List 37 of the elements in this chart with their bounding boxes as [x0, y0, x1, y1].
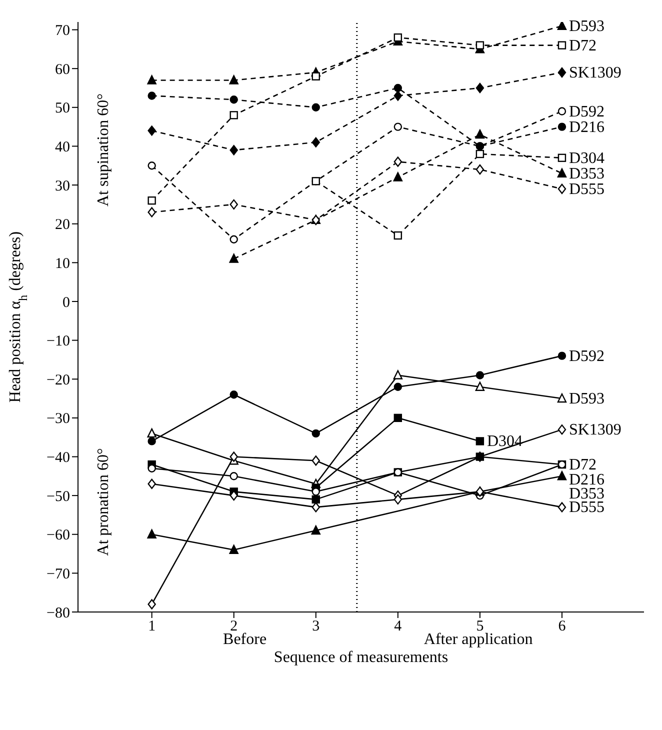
series-label: SK1309 — [568, 422, 622, 439]
x-tick-label: 3 — [312, 618, 320, 635]
y-tick-label: −60 — [46, 528, 70, 544]
series-label: D72 — [568, 456, 597, 474]
y-tick-label: −20 — [46, 372, 70, 388]
y-tick-label: 10 — [55, 256, 70, 272]
series-label: D353 — [568, 165, 605, 182]
annotation: At pronation 60° — [95, 448, 112, 556]
y-tick-label: −40 — [46, 450, 70, 466]
series-label: D304 — [486, 433, 523, 450]
series-label: D592 — [568, 103, 605, 120]
series-label: D555 — [568, 180, 605, 198]
x-axis-title: Sequence of measurements — [274, 649, 448, 666]
series-label: D216 — [568, 118, 605, 136]
y-tick-label: 40 — [55, 140, 70, 156]
series-label: D216 — [568, 472, 605, 488]
y-tick-label: 0 — [62, 294, 70, 311]
y-tick-label: 60 — [55, 62, 70, 78]
y-tick-label: −10 — [46, 334, 70, 350]
series-label: D593 — [568, 18, 605, 35]
y-tick-label: −70 — [46, 566, 70, 583]
y-tick-label: 50 — [55, 100, 70, 117]
y-tick-label: 30 — [55, 178, 70, 194]
y-tick-label: 20 — [55, 217, 70, 234]
y-tick-label: −50 — [46, 488, 70, 505]
x-tick-label: 1 — [148, 618, 156, 635]
x-tick-label: 4 — [394, 618, 402, 635]
y-tick-label: 70 — [55, 23, 70, 40]
annotation: At supination 60° — [95, 93, 112, 207]
series-label: D304 — [568, 150, 605, 167]
series-label: D592 — [568, 348, 605, 365]
x-tick-label: 6 — [558, 618, 566, 635]
series-label: D593 — [568, 390, 605, 408]
y-tick-label: −80 — [46, 605, 70, 622]
y-tick-label: −30 — [46, 411, 70, 428]
series-label: SK1309 — [568, 64, 622, 82]
series-label: D72 — [568, 37, 597, 54]
